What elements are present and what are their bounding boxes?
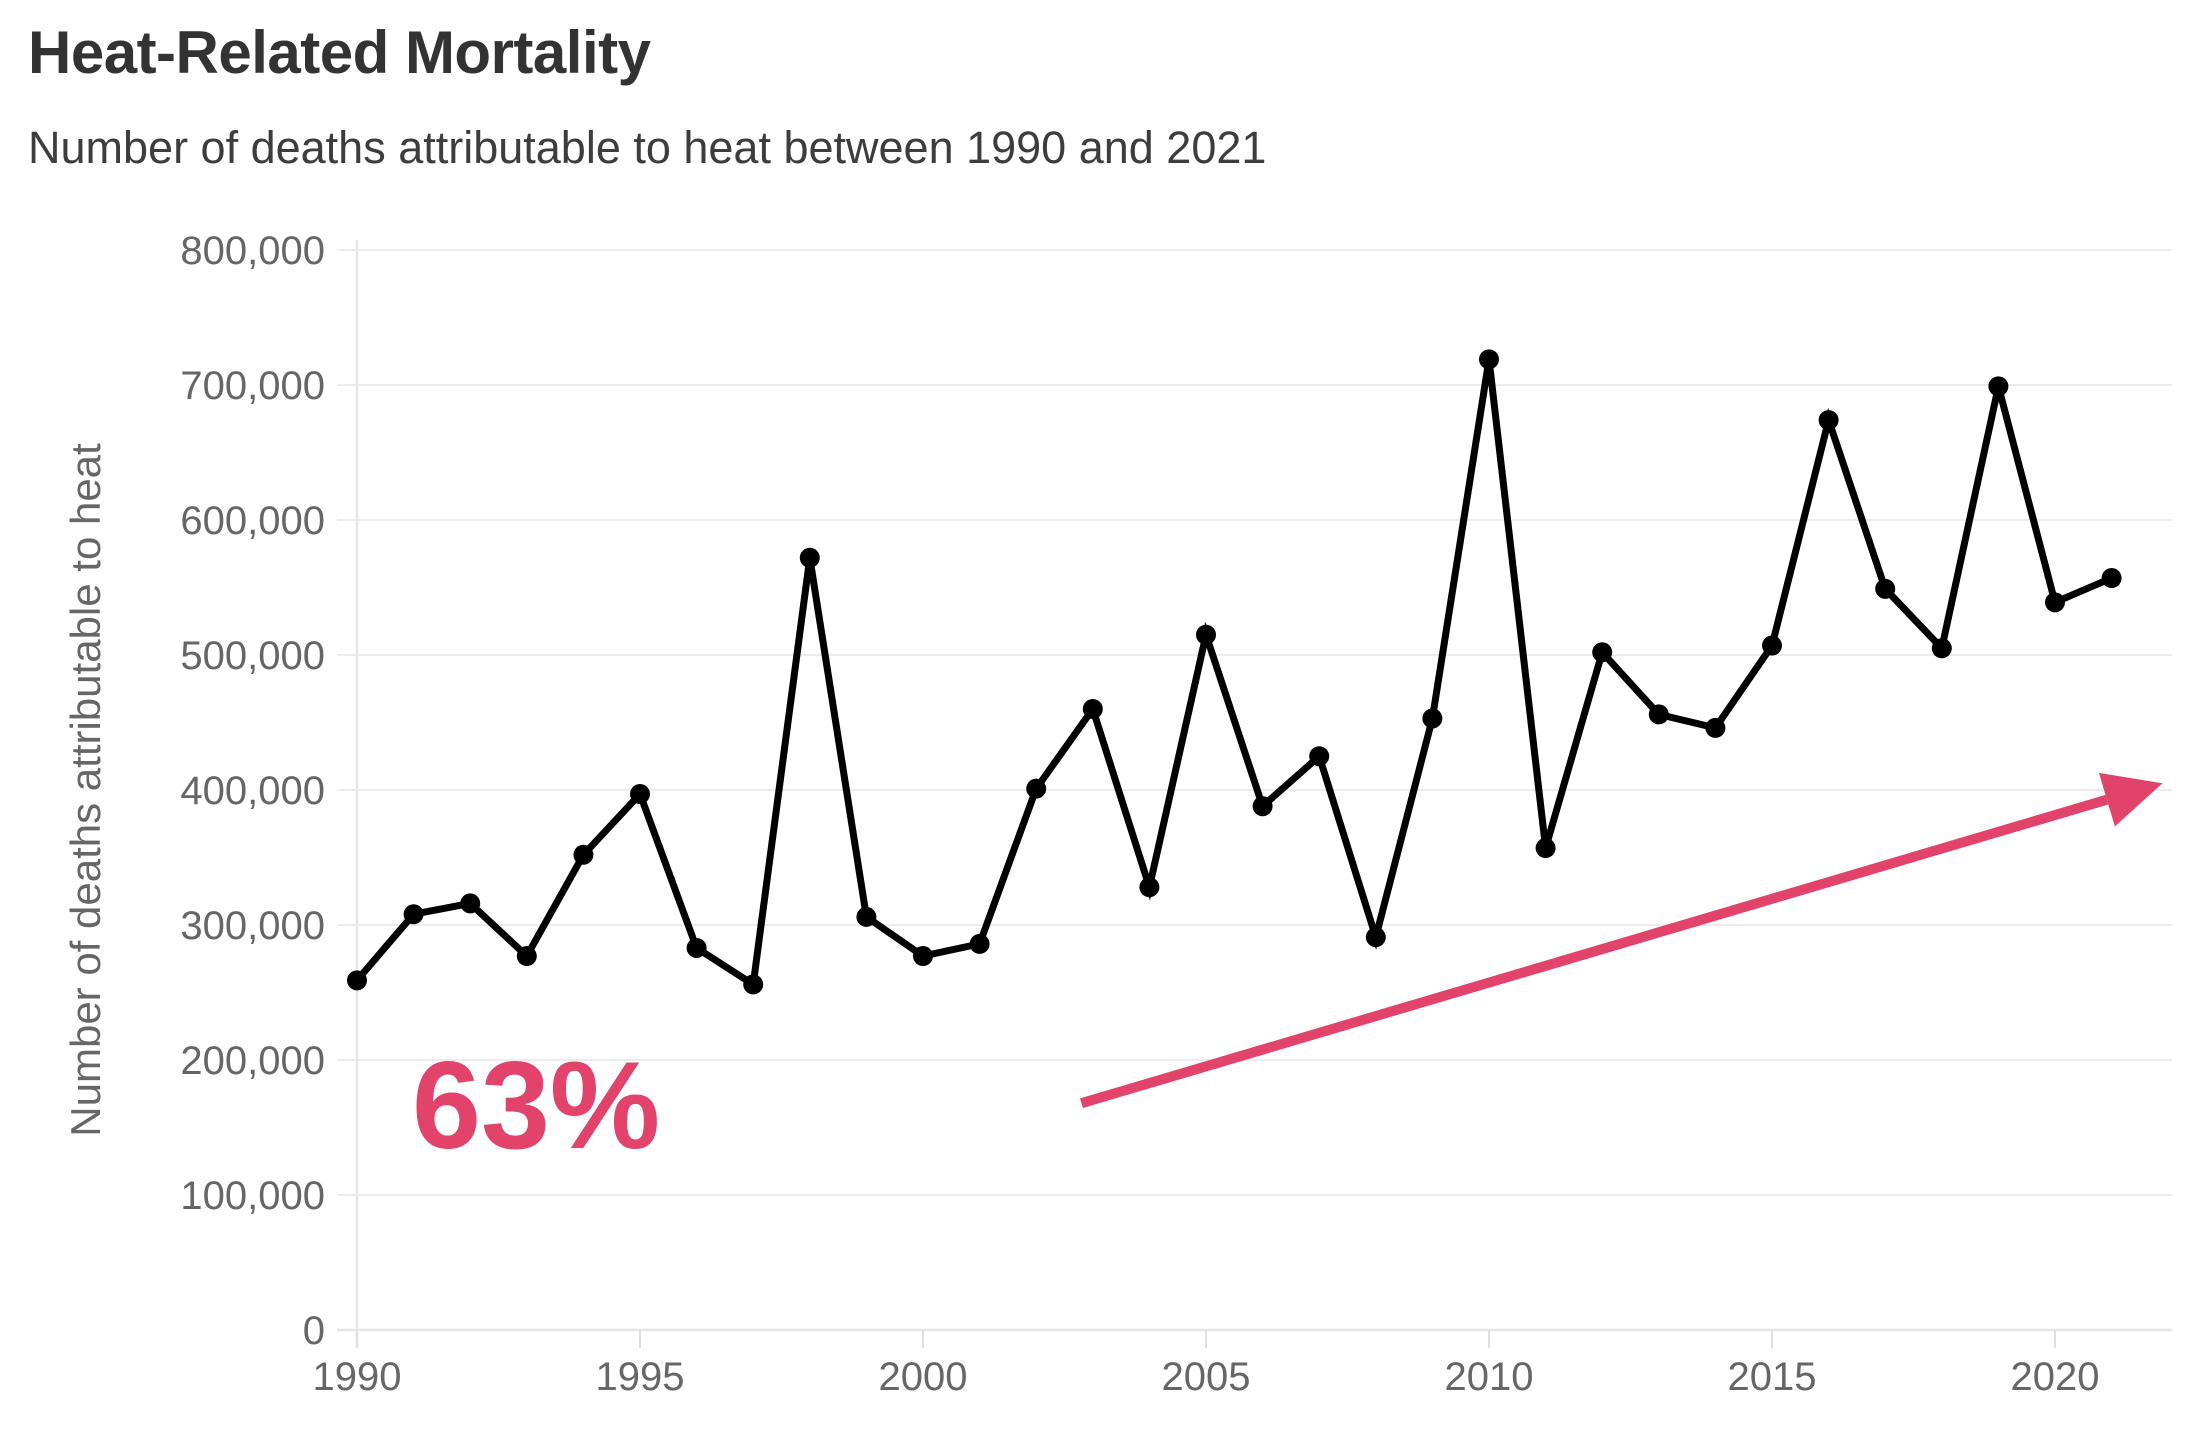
percent-increase-label: 63% <box>412 1037 660 1175</box>
data-point <box>1026 778 1047 799</box>
data-point <box>799 547 820 568</box>
data-point <box>1875 578 1896 599</box>
x-tick-label: 2020 <box>2011 1355 2100 1399</box>
data-point <box>1082 699 1103 719</box>
data-point <box>2101 568 2122 589</box>
data-point <box>1705 717 1726 738</box>
y-tick-label: 100,000 <box>180 1174 325 1218</box>
data-point <box>1252 796 1273 817</box>
trend-arrow-shaft <box>1080 794 2109 1108</box>
data-point <box>1422 708 1443 729</box>
series <box>347 349 2122 995</box>
y-tick-label: 300,000 <box>180 904 325 948</box>
series-line <box>354 358 2113 991</box>
annotation: 63% <box>412 772 2163 1175</box>
data-point <box>516 946 537 967</box>
x-tick-label: 2015 <box>1728 1355 1817 1399</box>
chart-title: Heat-Related Mortality <box>28 19 651 86</box>
data-point <box>573 844 594 865</box>
gridlines <box>337 240 2172 1348</box>
data-point <box>1309 746 1330 767</box>
data-point <box>913 946 933 967</box>
y-axis: 0 100,000 200,000 300,000 400,000 500,000 600,… <box>180 229 325 1353</box>
data-point <box>1988 376 2009 397</box>
y-tick-label: 200,000 <box>180 1039 325 1083</box>
data-point <box>403 904 424 925</box>
y-tick-label: 800,000 <box>180 229 325 273</box>
data-point <box>1196 624 1216 645</box>
data-point <box>630 784 650 805</box>
data-point <box>1931 638 1952 659</box>
data-point <box>969 933 990 954</box>
data-point <box>1648 704 1669 725</box>
data-point <box>1139 877 1160 898</box>
data-point <box>743 974 764 995</box>
x-tick-label: 2005 <box>1162 1355 1251 1399</box>
data-point <box>2045 592 2065 613</box>
x-axis: 1990 1995 2000 2005 2010 2015 2020 <box>313 1330 2100 1399</box>
chart-subtitle: Number of deaths attributable to heat be… <box>28 122 1267 173</box>
data-point <box>1365 927 1386 948</box>
data-point <box>1479 349 1499 370</box>
x-tick-label: 1990 <box>313 1355 402 1399</box>
trend-arrow-head <box>2098 772 2163 827</box>
data-point <box>460 893 481 914</box>
data-point <box>856 906 877 927</box>
data-point <box>347 970 367 991</box>
x-tick-label: 2000 <box>879 1355 968 1399</box>
x-tick-label: 1995 <box>596 1355 685 1399</box>
y-tick-label: 600,000 <box>180 499 325 543</box>
y-tick-label: 400,000 <box>180 769 325 813</box>
y-axis-label: Number of deaths attributable to heat <box>62 443 109 1137</box>
data-point <box>1818 410 1839 431</box>
y-tick-label: 0 <box>303 1309 325 1353</box>
y-tick-label: 700,000 <box>180 364 325 408</box>
data-point <box>1592 642 1613 663</box>
data-point <box>686 937 707 958</box>
y-tick-label: 500,000 <box>180 634 325 678</box>
x-tick-label: 2010 <box>1445 1355 1534 1399</box>
data-point <box>1762 635 1782 656</box>
data-point <box>1535 838 1556 859</box>
